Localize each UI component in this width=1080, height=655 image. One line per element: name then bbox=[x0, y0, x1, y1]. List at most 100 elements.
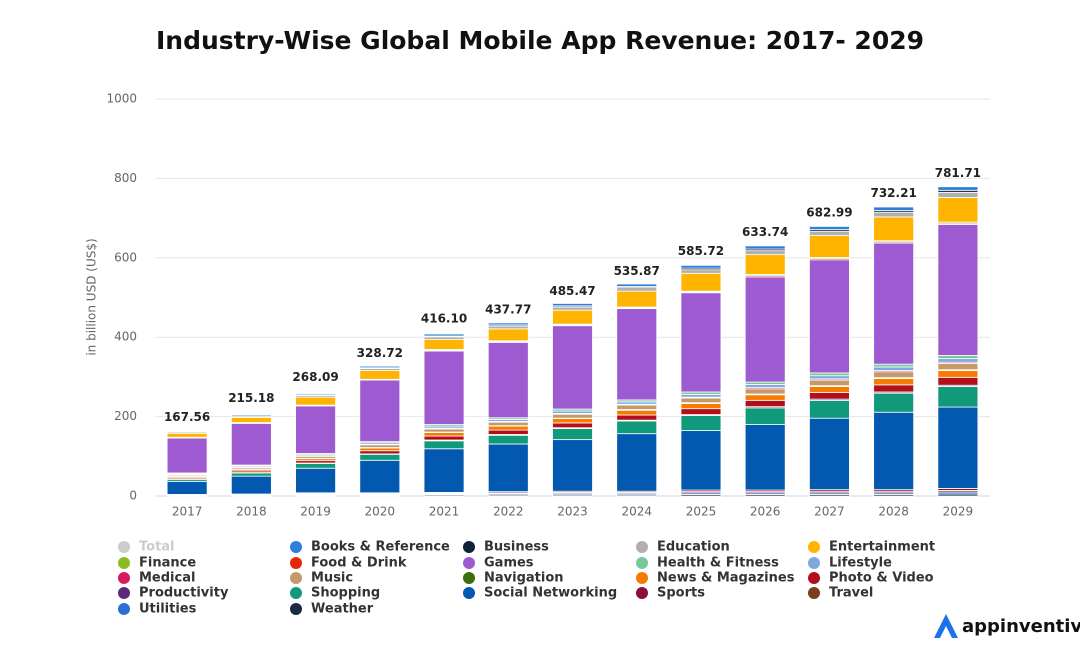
bar-segment bbox=[295, 405, 336, 454]
bar-segment bbox=[295, 467, 336, 494]
logo-icon bbox=[934, 614, 958, 638]
bar-segment bbox=[616, 290, 658, 308]
bar-segment bbox=[809, 259, 850, 374]
bar-segment bbox=[487, 325, 529, 330]
bar-segment bbox=[937, 355, 979, 360]
total-label: 732.21 bbox=[870, 186, 916, 200]
legend-marker bbox=[463, 587, 475, 599]
y-tick-label: 200 bbox=[114, 409, 137, 423]
x-tick-label: 2028 bbox=[878, 505, 909, 519]
legend-marker bbox=[118, 587, 130, 599]
bar-segment bbox=[552, 306, 593, 311]
bar-segment bbox=[744, 384, 786, 389]
bar-segment bbox=[552, 439, 593, 492]
total-label: 328.72 bbox=[357, 346, 403, 360]
bar-segment bbox=[744, 245, 786, 250]
bar-segment bbox=[552, 428, 593, 441]
total-label: 167.56 bbox=[164, 410, 210, 424]
legend-label: Weather bbox=[311, 602, 374, 617]
legend-marker bbox=[290, 572, 302, 584]
x-tick-label: 2019 bbox=[300, 505, 331, 519]
bar-segment bbox=[487, 341, 529, 419]
legend-label: Books & Reference bbox=[311, 540, 450, 555]
chart-title: Industry-Wise Global Mobile App Revenue:… bbox=[156, 26, 924, 55]
bar-segment bbox=[423, 440, 465, 450]
x-tick-label: 2023 bbox=[557, 505, 588, 519]
bar-segment bbox=[423, 333, 465, 337]
bar-segment bbox=[680, 393, 722, 398]
bar-segment bbox=[487, 443, 529, 493]
bar-segment bbox=[809, 417, 850, 491]
legend-label: Productivity bbox=[139, 586, 229, 601]
bar-segment bbox=[295, 396, 336, 406]
bar-segment bbox=[809, 386, 850, 393]
legend-marker bbox=[290, 541, 302, 553]
x-tick-label: 2029 bbox=[943, 505, 974, 519]
legend-label: Travel bbox=[829, 586, 873, 601]
bar-segment bbox=[744, 399, 786, 408]
total-label: 215.18 bbox=[228, 391, 274, 405]
bar-segment bbox=[423, 339, 465, 350]
bar-segment bbox=[487, 434, 529, 445]
y-tick-label: 0 bbox=[129, 489, 137, 503]
bar-segment bbox=[873, 363, 915, 368]
bar-segment bbox=[680, 430, 722, 491]
bar-segment bbox=[616, 283, 658, 287]
bar-segment bbox=[744, 424, 786, 491]
bar-segment bbox=[937, 406, 979, 489]
bar-segment bbox=[359, 365, 401, 369]
total-label: 633.74 bbox=[742, 225, 788, 239]
legend-label: Utilities bbox=[139, 602, 197, 617]
bar-segment bbox=[616, 404, 658, 410]
total-label: 485.47 bbox=[549, 284, 595, 298]
bar-segment bbox=[359, 447, 401, 452]
bar-segment bbox=[230, 472, 272, 477]
total-label: 268.09 bbox=[292, 370, 338, 384]
y-tick-label: 600 bbox=[114, 250, 137, 264]
bar-segment bbox=[487, 421, 529, 427]
bar-segment bbox=[295, 393, 336, 396]
bar-segment bbox=[423, 350, 465, 425]
x-tick-label: 2022 bbox=[493, 505, 524, 519]
bar-segment bbox=[937, 363, 979, 371]
legend-marker bbox=[118, 572, 130, 584]
legend-label: Lifestyle bbox=[829, 556, 892, 571]
legend-marker bbox=[118, 603, 130, 615]
bar-segment bbox=[552, 413, 593, 419]
bar-segment bbox=[873, 378, 915, 386]
bar-segment bbox=[809, 372, 850, 377]
bar-segment bbox=[423, 435, 465, 441]
total-label: 585.72 bbox=[678, 244, 724, 258]
legend-label: Finance bbox=[139, 556, 196, 571]
bar-segment bbox=[487, 328, 529, 342]
legend-marker bbox=[290, 587, 302, 599]
y-tick-label: 800 bbox=[114, 171, 137, 185]
bar-segment bbox=[937, 376, 979, 386]
legend-marker bbox=[808, 587, 820, 599]
legend-marker bbox=[463, 572, 475, 584]
bar-segment bbox=[680, 408, 722, 416]
bar-segment bbox=[552, 325, 593, 410]
bar-segment bbox=[873, 371, 915, 379]
bar-segment bbox=[937, 197, 979, 223]
bar-segment bbox=[359, 444, 401, 448]
total-label: 682.99 bbox=[806, 205, 852, 219]
bar-segment bbox=[937, 386, 979, 408]
bar-segment bbox=[616, 409, 658, 416]
bar-segment bbox=[809, 230, 850, 236]
legend-label: Medical bbox=[139, 571, 195, 586]
bar-segment bbox=[552, 422, 593, 429]
bar-segment bbox=[359, 379, 401, 443]
bar-segment bbox=[680, 397, 722, 404]
legend-marker bbox=[118, 557, 130, 569]
bar-segment bbox=[809, 391, 850, 400]
legend-marker bbox=[118, 541, 130, 553]
bar-segment bbox=[616, 308, 658, 401]
x-tick-label: 2027 bbox=[814, 505, 845, 519]
bar-segment bbox=[809, 235, 850, 258]
x-tick-label: 2025 bbox=[686, 505, 717, 519]
bar-segment bbox=[873, 411, 915, 491]
legend-marker bbox=[636, 557, 648, 569]
